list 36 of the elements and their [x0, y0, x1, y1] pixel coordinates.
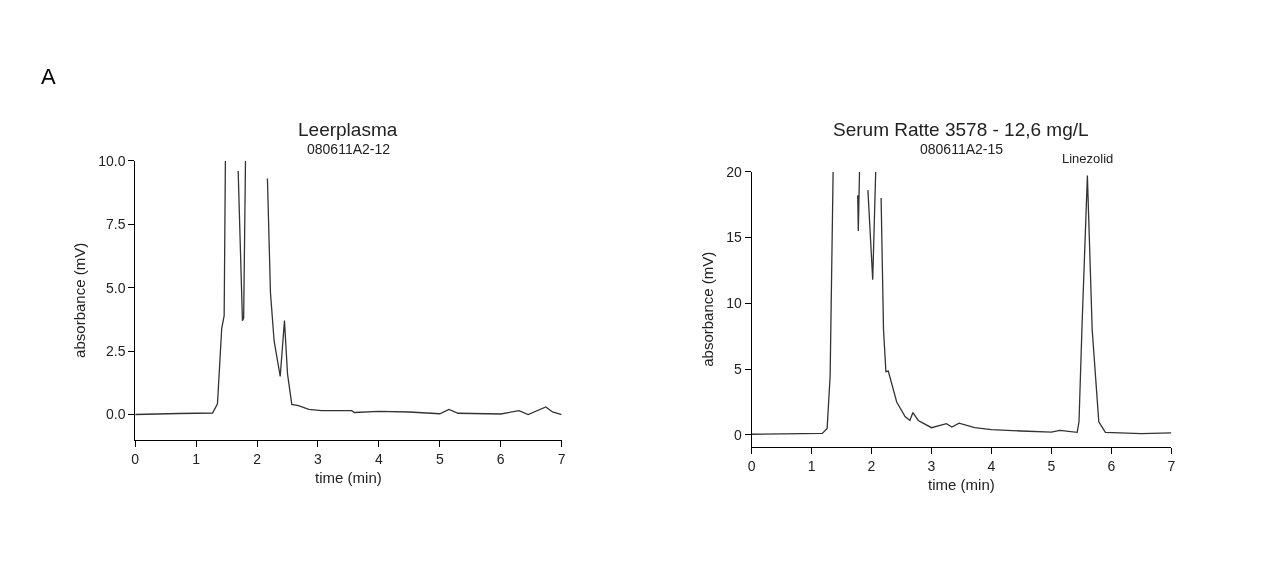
- x-tick-label: 3: [314, 450, 323, 467]
- chart-subtitle: 080611A2-15: [920, 141, 1004, 157]
- y-tick-label: 2.5: [105, 342, 126, 359]
- chart-title: Serum Ratte 3578 - 12,6 mg/L: [833, 119, 1089, 140]
- x-axis-title: time (min): [928, 475, 995, 493]
- x-tick-label: 6: [1107, 457, 1116, 474]
- text: A: [41, 64, 56, 89]
- x-tick-label: 4: [375, 450, 383, 467]
- y-tick-label: 0: [733, 426, 742, 443]
- y-tick-label: 10: [726, 295, 742, 312]
- x-tick-label: 2: [867, 457, 876, 474]
- y-tick-label: 5.0: [105, 279, 126, 296]
- y-tick-label: 10.0: [98, 152, 126, 169]
- chart-subtitle: 080611A2-12: [307, 141, 391, 157]
- x-tick-label: 0: [131, 450, 140, 467]
- x-tick-label: 3: [927, 457, 936, 474]
- x-tick-label: 5: [1047, 457, 1056, 474]
- x-tick-label: 7: [557, 450, 566, 467]
- x-tick-label: 7: [1167, 457, 1176, 474]
- x-tick-label: 6: [496, 450, 505, 467]
- x-tick-label: 4: [987, 457, 996, 474]
- y-tick-label: 20: [726, 163, 742, 180]
- y-tick-label: 7.5: [105, 216, 126, 233]
- y-axis-title: absorbance (mV): [71, 242, 89, 358]
- x-axis-title: time (min): [315, 468, 382, 486]
- x-tick-label: 2: [253, 450, 262, 467]
- x-tick-label: 5: [435, 450, 444, 467]
- x-tick-label: 1: [192, 450, 201, 467]
- x-tick-label: 0: [747, 457, 756, 474]
- y-tick-label: 0.0: [105, 406, 126, 423]
- y-axis-title: absorbance (mV): [699, 251, 717, 367]
- y-tick-label: 5: [733, 361, 742, 378]
- annotation: Linezolid: [1062, 151, 1114, 166]
- chart-title: Leerplasma: [298, 119, 398, 140]
- x-tick-label: 1: [807, 457, 816, 474]
- y-tick-label: 15: [726, 229, 742, 246]
